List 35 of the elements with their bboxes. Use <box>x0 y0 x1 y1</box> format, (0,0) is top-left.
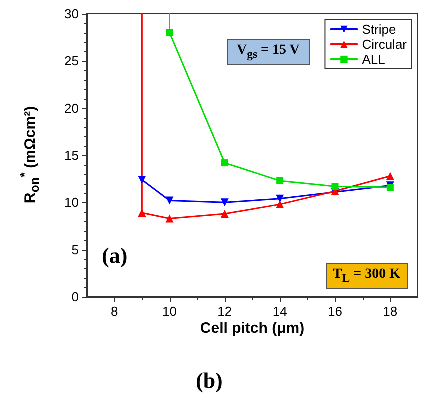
x-tick-label: 14 <box>272 304 288 319</box>
x-tick-label: 8 <box>110 304 118 319</box>
x-tick-label: 16 <box>328 304 342 319</box>
point <box>220 210 229 218</box>
point <box>386 172 394 180</box>
legend-label: Circular <box>362 37 408 52</box>
point <box>220 198 229 207</box>
y-tick-label: 25 <box>64 54 79 69</box>
annotation: T$_{L}$ = 300 K <box>326 263 408 289</box>
annotation: (a) <box>102 243 128 269</box>
x-tick-label: 12 <box>218 304 232 319</box>
point <box>276 200 284 209</box>
text: (b) <box>196 368 223 394</box>
point <box>166 29 174 36</box>
y-tick-label: 10 <box>64 195 79 210</box>
point <box>332 183 339 190</box>
x-tick-label: 18 <box>383 304 398 319</box>
point <box>166 214 174 223</box>
y-tick-label: 20 <box>64 100 79 116</box>
point <box>276 177 284 184</box>
annotation: V$_{gs}$ = 15 V <box>227 39 310 65</box>
legend-label: Stripe <box>362 22 396 37</box>
point <box>138 176 146 184</box>
point <box>166 196 174 205</box>
y-tick-label: 15 <box>64 148 79 163</box>
x-tick-label: 10 <box>162 304 177 319</box>
y-tick-label: 0 <box>72 290 79 304</box>
x-axis-title: Cell pitch (μm) <box>199 320 306 337</box>
point <box>221 160 228 167</box>
legend-label: ALL <box>362 52 386 67</box>
point <box>386 184 394 192</box>
point <box>138 209 146 218</box>
y-tick-label: 5 <box>72 242 79 258</box>
point <box>276 194 284 203</box>
y-tick-label: 30 <box>64 6 79 22</box>
